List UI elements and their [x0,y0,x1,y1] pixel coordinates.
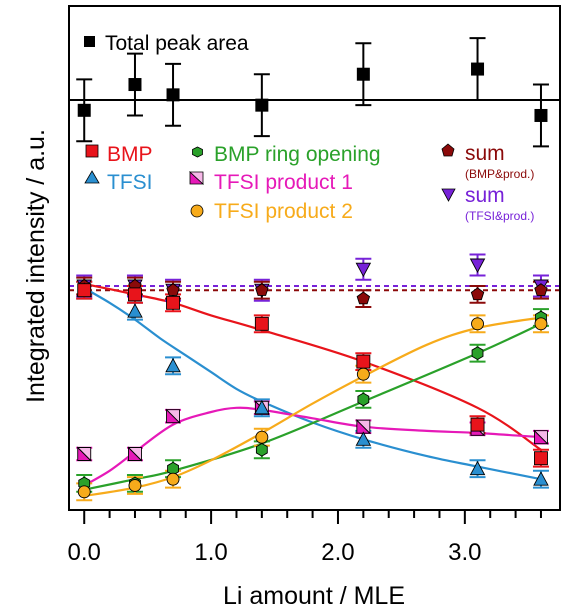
data-point-tfsi-product-2 [166,472,180,486]
data-point-bmp [254,316,269,331]
top-data-point [166,88,180,102]
data-point-bmp [77,283,92,298]
legend-item-ring: BMP ring opening [192,143,381,166]
legend-label-sum-tfsi: sum [465,184,505,207]
data-point-tfsi-product-1-half [533,430,548,445]
x-tick-label: 3.0 [448,539,481,566]
legend-label-p1: TFSI product 1 [214,171,353,194]
plot-frame [68,5,561,511]
x-tick-label: 2.0 [321,539,354,566]
plot-area [69,37,560,502]
data-point-bmp-ring-opening [255,442,268,457]
fit-curve [84,316,542,498]
legend-label-ring: BMP ring opening [214,143,381,166]
legend-item-tfsi: TFSI [84,170,153,194]
legend-item-sum-bmp: sum (BMP&prod.) [441,142,534,181]
x-tick-label: 1.0 [194,539,227,566]
legend-marker-total [84,36,95,47]
legend-item-sum-tfsi: sum (TFSI&prod.) [441,184,534,223]
legend-item-p1: TFSI product 1 [188,171,353,194]
legend-marker-sum-tfsi [441,188,456,202]
x-axis-label: Li amount / MLE [223,582,405,610]
data-markers [76,62,549,499]
legend-marker-bmp [85,144,99,158]
legend: BMP TFSI BMP ring opening TFSI product 1… [84,142,534,223]
y-axis-label-group: Integrated intensity / a.u. [22,129,50,403]
data-point-tfsi [127,303,143,318]
legend-item-bmp: BMP [85,143,153,166]
top-data-point [471,62,485,76]
data-point-tfsi [469,460,486,476]
data-point-tfsi-product-1-half [355,419,371,435]
x-axis-ticks [83,510,542,524]
data-point-tfsi-product-2 [356,367,370,381]
top-data-point [77,103,91,117]
data-point-bmp-ring-opening [357,392,370,407]
data-point-tfsi-product-2 [471,317,484,331]
legend-sublabel-sum-tfsi: (TFSI&prod.) [465,209,534,223]
fit-curve [83,287,542,481]
legend-marker-tfsi [84,170,100,184]
data-point-sum-tfsi-prod [355,262,372,278]
data-point-sum-bmp-prod [356,291,371,305]
data-point-bmp [128,287,142,302]
data-point-bmp-ring-opening [471,346,484,361]
data-point-tfsi-product-1-half [76,447,92,462]
data-point-bmp [534,451,548,466]
top-data-point [534,108,548,122]
y-axis-label: Integrated intensity / a.u. [22,129,50,403]
legend-label-bmp: BMP [107,143,153,166]
data-point-tfsi [165,357,181,373]
data-point-sum-tfsi-prod [469,258,486,273]
x-tick-label: 0.0 [68,539,101,566]
data-point-sum-bmp-prod [166,283,180,296]
legend-label-sum-bmp: sum [465,142,505,165]
data-point-tfsi-product-2 [255,430,269,444]
legend-total: Total peak area [84,32,249,55]
legend-marker-sum-bmp [441,143,455,157]
data-point-bmp [470,417,485,432]
data-point-tfsi [254,399,270,415]
top-data-point [128,78,142,92]
top-data-point [356,67,370,81]
legend-sublabel-sum-bmp: (BMP&prod.) [465,167,534,181]
data-point-tfsi-product-1-half [165,409,180,424]
data-point-sum-bmp-prod [534,283,548,296]
legend-marker-p2 [190,204,204,218]
legend-item-p2: TFSI product 2 [190,200,353,223]
data-point-tfsi-product-2 [77,485,91,499]
top-data-point [255,98,269,112]
legend-marker-p1-b [188,171,204,185]
legend-label-total: Total peak area [105,32,249,55]
data-point-bmp [166,295,180,310]
data-point-tfsi [533,471,549,486]
data-point-tfsi-product-2 [534,317,548,331]
legend-label-tfsi: TFSI [107,171,153,194]
legend-marker-ring [192,146,203,158]
legend-label-p2: TFSI product 2 [214,200,353,223]
data-point-tfsi-product-2 [128,479,142,492]
data-point-tfsi [355,431,372,446]
data-point-bmp [356,354,371,369]
x-tick-labels: 0.0 1.0 2.0 3.0 [68,539,482,566]
data-point-sum-bmp-prod [255,283,269,296]
data-point-tfsi-product-1-half [127,447,142,462]
data-point-sum-bmp-prod [470,287,485,301]
